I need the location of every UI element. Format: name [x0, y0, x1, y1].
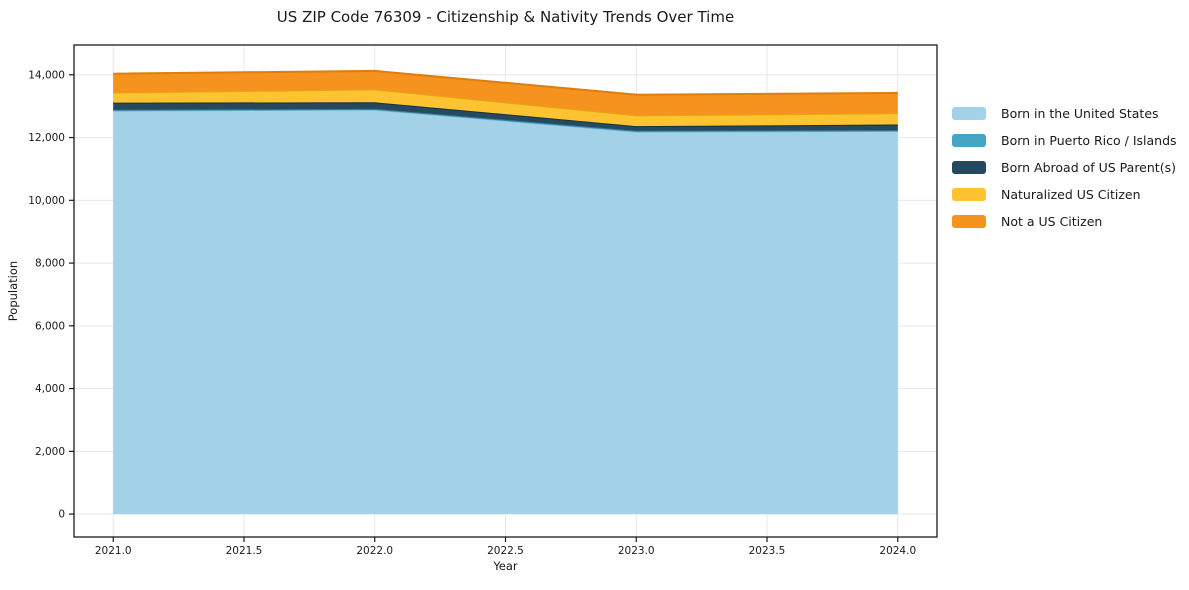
chart-title: US ZIP Code 76309 - Citizenship & Nativi…: [276, 8, 735, 26]
legend-item: Born in Puerto Rico / Islands: [952, 127, 1177, 154]
y-tick-label: 8,000: [35, 258, 65, 270]
legend-item: Born Abroad of US Parent(s): [952, 154, 1177, 181]
x-tick-label: 2024.0: [879, 545, 916, 557]
x-tick-label: 2021.0: [95, 545, 132, 557]
y-axis-label: Population: [6, 260, 20, 322]
legend-swatch: [952, 134, 986, 147]
y-tick-label: 10,000: [28, 195, 65, 207]
area-not-a-us-citizen: [113, 70, 898, 116]
legend-swatch: [952, 107, 986, 120]
legend: Born in the United States Born in Puerto …: [952, 100, 1177, 235]
area-naturalized-us-citizen: [113, 89, 898, 127]
y-tick-label: 0: [58, 509, 65, 521]
x-tick-label: 2023.5: [749, 545, 786, 557]
legend-item: Naturalized US Citizen: [952, 181, 1177, 208]
area-born-abroad-of-us-parent-s: [113, 102, 898, 131]
x-tick-label: 2022.0: [356, 545, 393, 557]
legend-label: Not a US Citizen: [1001, 214, 1103, 229]
y-tick-label: 14,000: [28, 69, 65, 81]
legend-swatch: [952, 188, 986, 201]
area-edge-not-a-us-citizen: [113, 69, 898, 96]
y-tick-label: 12,000: [28, 132, 65, 144]
y-tick-label: 2,000: [35, 446, 65, 458]
x-axis-label: Year: [493, 559, 518, 573]
legend-swatch: [952, 161, 986, 174]
legend-label: Naturalized US Citizen: [1001, 187, 1141, 202]
y-tick-label: 6,000: [35, 320, 65, 332]
legend-swatch: [952, 215, 986, 228]
legend-item: Born in the United States: [952, 100, 1177, 127]
x-tick-label: 2022.5: [487, 545, 524, 557]
x-tick-label: 2021.5: [226, 545, 263, 557]
legend-label: Born in the United States: [1001, 106, 1159, 121]
legend-label: Born Abroad of US Parent(s): [1001, 160, 1176, 175]
y-tick-label: 4,000: [35, 383, 65, 395]
area-born-in-the-united-states: [113, 109, 898, 515]
legend-label: Born in Puerto Rico / Islands: [1001, 133, 1177, 148]
x-tick-label: 2023.0: [618, 545, 655, 557]
legend-item: Not a US Citizen: [952, 208, 1177, 235]
